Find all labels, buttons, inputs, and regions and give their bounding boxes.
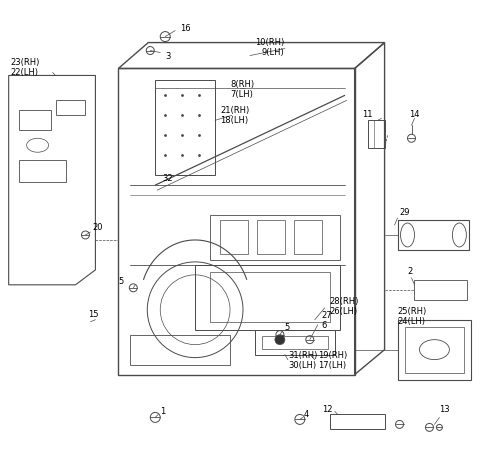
Text: 18(LH): 18(LH) [220, 116, 248, 125]
Text: 3: 3 [165, 52, 170, 61]
Text: 16: 16 [180, 24, 191, 33]
Text: 10(RH): 10(RH) [255, 38, 284, 47]
Text: 26(LH): 26(LH) [330, 307, 358, 316]
Text: 2: 2 [408, 268, 413, 276]
Text: 5: 5 [285, 323, 290, 332]
Text: 1: 1 [160, 407, 166, 416]
Text: 11: 11 [362, 110, 373, 119]
Text: 20: 20 [93, 223, 103, 233]
Circle shape [275, 335, 285, 344]
Text: 25(RH): 25(RH) [397, 307, 427, 316]
Text: 23(RH): 23(RH) [11, 58, 40, 67]
Text: 21(RH): 21(RH) [220, 106, 249, 115]
Text: 7(LH): 7(LH) [230, 90, 253, 99]
Text: 19(RH): 19(RH) [318, 351, 347, 360]
Text: 27: 27 [322, 311, 332, 320]
Text: 28(RH): 28(RH) [330, 297, 359, 306]
Text: 17(LH): 17(LH) [318, 361, 346, 370]
Text: 6: 6 [322, 321, 327, 330]
Text: 32: 32 [162, 174, 173, 182]
Text: 30(LH): 30(LH) [288, 361, 316, 370]
Text: 31(RH): 31(RH) [288, 351, 317, 360]
Text: 24(LH): 24(LH) [397, 317, 426, 326]
Text: 9(LH): 9(LH) [262, 48, 285, 57]
Text: 5: 5 [119, 278, 124, 286]
Text: 13: 13 [439, 405, 450, 414]
Text: 12: 12 [322, 405, 332, 414]
Text: 22(LH): 22(LH) [11, 68, 39, 77]
Text: 15: 15 [88, 310, 99, 319]
Text: 8(RH): 8(RH) [230, 80, 254, 89]
Text: 14: 14 [409, 110, 420, 119]
Text: 4: 4 [304, 410, 309, 419]
Text: 29: 29 [399, 207, 410, 217]
